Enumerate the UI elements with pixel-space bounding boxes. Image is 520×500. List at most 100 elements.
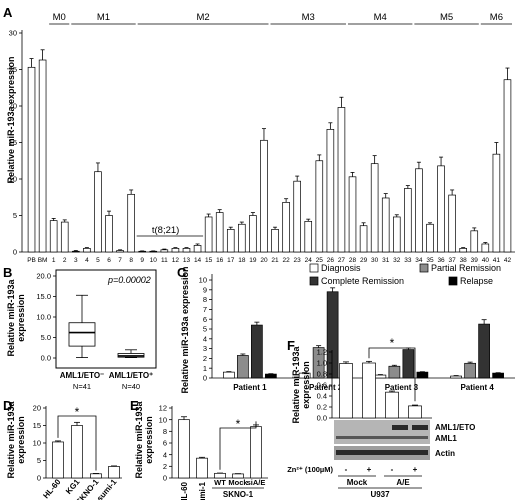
a-xlabel-11: 11: [161, 257, 168, 264]
e-y-ticklabel-5: 10: [159, 415, 167, 424]
panel-f: F Relative miR-193a expression 0.0 0.2 0.4…: [287, 336, 475, 499]
a-group-label-M2: M2: [196, 12, 209, 23]
a-xlabel-38: 38: [460, 257, 468, 264]
a-bar-14: [193, 245, 202, 253]
panel-b-pvalue: p=0.00002: [107, 275, 151, 285]
blot-band-aml1eto-lane3: [392, 425, 408, 430]
a-xlabel-33: 33: [404, 257, 412, 264]
e-y-ticklabel-3: 6: [163, 439, 167, 448]
a-bar-27: [337, 107, 346, 253]
c-xlabel-0: Patient 1: [233, 383, 267, 392]
a-xlabel-31: 31: [382, 257, 390, 264]
c-bar-2-2: [402, 349, 415, 379]
c-bar-2-0: [374, 374, 387, 379]
f-condition-ae: A/E: [396, 478, 410, 487]
panel-f-footer: [290, 494, 520, 500]
a-xlabel-36: 36: [437, 257, 445, 264]
a-group-label-M1: M1: [97, 12, 110, 23]
a-xlabel-7: 7: [118, 257, 122, 264]
a-y-ticklabel-5: 25: [9, 65, 17, 74]
blot-band-actin: [336, 450, 428, 455]
a-y-ticklabel-2: 10: [9, 175, 17, 184]
f-y-ticklabel-6: 1.2: [317, 348, 327, 357]
a-xlabel-6: 6: [107, 257, 111, 264]
a-xlabel-23: 23: [294, 257, 302, 264]
f-sig-star: *: [390, 336, 395, 350]
a-xlabel-BM: BM: [38, 257, 48, 264]
f-y-ticklabel-5: 1.0: [317, 359, 327, 368]
f-y-ticklabel-1: 0.2: [317, 403, 327, 412]
e-y-ticklabel-2: 4: [163, 450, 167, 459]
panel-f-ylabel-line1: Relative miR-193a: [291, 345, 301, 423]
a-xlabel-40: 40: [482, 257, 490, 264]
a-bar-26: [326, 129, 335, 253]
a-bar-17: [226, 229, 235, 253]
a-bar-2: [60, 221, 69, 253]
panel-b-ylabel-line2: expression: [16, 294, 26, 342]
t821-label: t(8;21): [152, 225, 179, 236]
a-bar-37: [448, 194, 456, 253]
a-xlabel-27: 27: [338, 257, 346, 264]
c-bar-3-0: [450, 375, 462, 379]
panel-b-frame: [55, 269, 157, 369]
a-group-label-M4: M4: [374, 12, 387, 23]
b-xlabel-0: AML1/ETO⁻: [60, 371, 105, 380]
d-y-ticklabel-0: 0: [37, 474, 41, 483]
c-bar-3-2: [478, 323, 490, 379]
c-bar-0-3: [265, 373, 277, 379]
c-legend-label-0: Diagnosis: [321, 263, 361, 273]
a-y-ticklabel-3: 15: [9, 138, 17, 147]
a-bar-25: [315, 160, 324, 253]
a-bar-22: [282, 202, 290, 253]
a-bar-18: [238, 223, 246, 253]
a-xlabel-8: 8: [129, 257, 133, 264]
f-y-ticklabel-2: 0.4: [317, 392, 327, 401]
c-y-ticklabel-2: 2: [203, 354, 207, 363]
e-xlabel-3: Mock: [228, 478, 248, 487]
e-bar-1: [196, 457, 208, 479]
a-bar-32: [393, 216, 401, 253]
c-bar-0-2: [251, 324, 263, 379]
c-legend-label-2: Complete Remission: [321, 276, 404, 286]
f-bar-3: [408, 405, 422, 419]
f-y-ticklabel-3: 0.6: [317, 381, 327, 390]
c-bar-0-1: [237, 355, 249, 379]
c-y-ticklabel-9: 9: [203, 285, 207, 294]
c-y-ticklabel-5: 5: [203, 325, 207, 334]
a-xlabel-5: 5: [96, 257, 100, 264]
a-y-ticklabel-6: 30: [9, 29, 17, 38]
a-xlabel-41: 41: [493, 257, 501, 264]
a-xlabel-25: 25: [316, 257, 324, 264]
a-xlabel-1: 1: [52, 257, 56, 264]
f-condition-mock: Mock: [347, 478, 368, 487]
a-bar-28: [348, 176, 357, 253]
blot-band-aml1eto-lane4: [412, 425, 428, 430]
a-bar-41: [492, 153, 501, 253]
a-xlabel-18: 18: [238, 257, 246, 264]
f-sign-1: +: [367, 465, 372, 474]
c-y-ticklabel-1: 1: [203, 364, 207, 373]
e-y-ticklabel-4: 8: [163, 427, 167, 436]
e-xlabel-2: WT: [214, 478, 226, 487]
b-n-0: N=41: [73, 382, 91, 391]
panel-e-ylabel-line2: expression: [144, 416, 154, 464]
a-bar-30: [370, 163, 379, 253]
d-bar-0: [52, 441, 64, 479]
a-bar-1: [49, 220, 58, 253]
a-xlabel-20: 20: [260, 257, 268, 264]
a-xlabel-17: 17: [227, 257, 235, 264]
e-bar-0: [178, 419, 190, 479]
a-bar-13: [182, 248, 191, 253]
a-xlabel-35: 35: [426, 257, 434, 264]
a-xlabel-13: 13: [183, 257, 191, 264]
panel-c: C Relative miR-193a expression 012345678…: [177, 263, 515, 394]
a-xlabel-22: 22: [282, 257, 290, 264]
panel-e: E Relative miR-193a expression 0 2 4 6 8 10 12…: [130, 398, 268, 500]
a-bar-42: [503, 79, 512, 253]
a-xlabel-2: 2: [63, 257, 67, 264]
c-legend-swatch-1: [419, 263, 429, 273]
f-zn-label: Zn²⁺ (100µM): [287, 465, 333, 474]
a-xlabel-24: 24: [305, 257, 313, 264]
panel-e-group-label: SKNO-1: [223, 490, 254, 499]
